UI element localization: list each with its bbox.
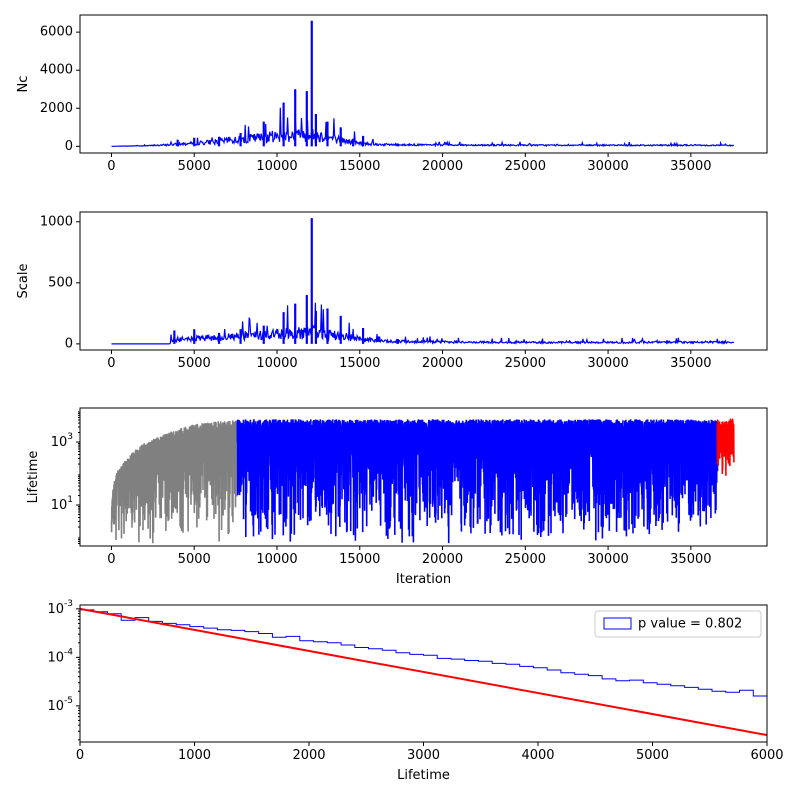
x-tick-label: 25000 [505,552,546,567]
y-tick-label: 1000 [40,214,73,229]
x-tick-label: 20000 [422,159,463,174]
fit-line [80,607,767,737]
y-tick-label: 101 [51,495,73,513]
x-tick-label: 0 [107,356,115,371]
axes-frame [79,14,768,154]
legend: p value = 0.802 [594,610,762,638]
x-tick-label: 15000 [339,159,380,174]
y-axis-label: Nc [16,76,31,93]
x-tick-label: 10000 [256,159,297,174]
chart-panel-3: 0 5000 10000 15000 20000 25000 30000 35000 101 10… [26,407,768,587]
x-tick-label: 20000 [422,356,463,371]
y-tick-label: 0 [65,139,73,154]
x-tick-label: 15000 [339,552,380,567]
x-tick-label: 35000 [670,356,711,371]
plot-area [80,607,767,737]
y-tick-label: 0 [65,336,73,351]
chart-panel-1: 0 5000 10000 15000 20000 25000 30000 35000 0 2000… [16,14,768,174]
legend-swatch [603,617,632,630]
x-tick-label: 0 [107,552,115,567]
x-tick-label: 2000 [292,748,325,763]
lifetime-segment-3 [716,418,735,476]
legend-frame [594,610,762,638]
chart-panel-2: 0 5000 10000 15000 20000 25000 30000 35000 0 500 1… [16,211,768,371]
y-axis-label: Lifetime [26,451,41,504]
x-tick-label: 5000 [636,748,669,763]
lifetime-segment-1 [110,420,239,544]
y-tick-label: 4000 [40,63,73,78]
x-axis-label: Iteration [396,572,451,587]
series-line [111,302,735,346]
x-tick-label: 20000 [422,552,463,567]
y-tick-label: 10-5 [47,695,73,713]
x-tick-label: 10000 [256,552,297,567]
x-tick-label: 5000 [178,159,211,174]
x-tick-label: 25000 [505,159,546,174]
plot-area [111,20,735,148]
y-tick-label: 10-3 [47,598,73,616]
y-tick-label: 2000 [40,101,73,116]
plot-area [111,218,735,346]
histogram-steps [80,609,767,700]
legend-label: p value = 0.802 [638,617,742,632]
y-tick-label: 6000 [40,25,73,40]
y-axis-label: Scale [16,264,31,299]
x-tick-label: 10000 [256,356,297,371]
y-tick-label: 103 [51,431,73,449]
x-tick-label: 35000 [670,159,711,174]
chart-panel-4: 0 1000 2000 3000 4000 5000 6000 10-5 10-4 10-3 Lif… [47,598,783,783]
y-tick-label: 10-4 [47,647,73,665]
x-tick-label: 35000 [670,552,711,567]
x-tick-label: 30000 [587,159,628,174]
x-tick-label: 6000 [750,748,783,763]
y-tick-label: 500 [48,275,73,290]
axes-frame [79,211,768,351]
x-tick-label: 30000 [587,552,628,567]
x-tick-label: 30000 [587,356,628,371]
x-tick-label: 5000 [178,356,211,371]
x-tick-label: 3000 [407,748,440,763]
x-tick-label: 4000 [521,748,554,763]
x-tick-label: 1000 [178,748,211,763]
x-tick-label: 15000 [339,356,380,371]
plot-area [110,418,735,544]
x-tick-label: 5000 [178,552,211,567]
x-tick-label: 25000 [505,356,546,371]
series-line [111,107,735,148]
x-tick-label: 0 [76,748,84,763]
lifetime-segment-2 [236,419,719,544]
x-axis-label: Lifetime [397,768,450,783]
x-tick-label: 0 [107,159,115,174]
